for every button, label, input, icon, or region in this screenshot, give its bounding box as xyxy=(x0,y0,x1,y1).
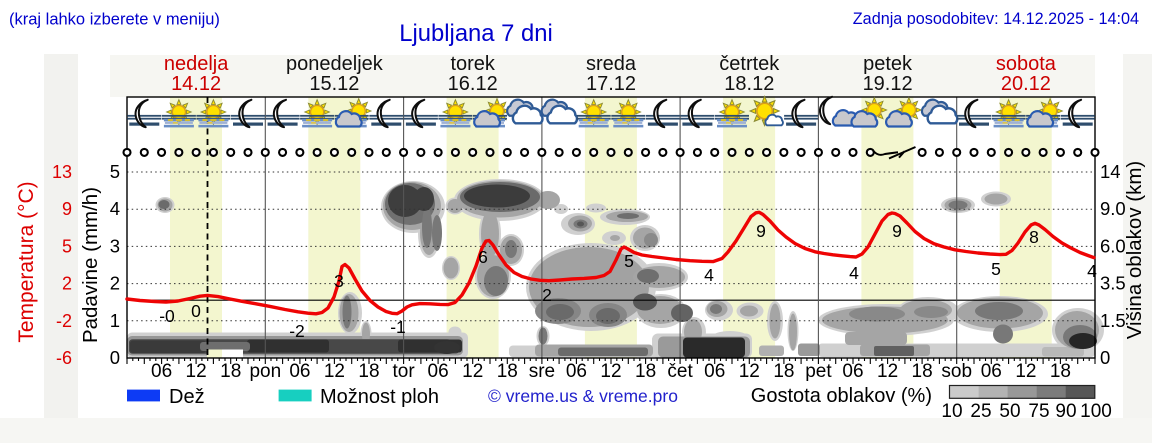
svg-text:06: 06 xyxy=(151,361,172,382)
svg-text:17.12: 17.12 xyxy=(586,73,636,95)
svg-text:4: 4 xyxy=(704,265,714,285)
svg-text:nedelja: nedelja xyxy=(164,53,229,75)
svg-text:Dež: Dež xyxy=(169,386,205,408)
svg-text:12: 12 xyxy=(186,361,207,382)
svg-text:5: 5 xyxy=(624,251,634,271)
svg-text:9: 9 xyxy=(62,199,72,219)
svg-text:75: 75 xyxy=(1028,401,1049,422)
svg-text:14.12: 14.12 xyxy=(171,73,221,95)
svg-text:90: 90 xyxy=(1055,401,1076,422)
svg-text:tor: tor xyxy=(393,361,416,382)
svg-text:5: 5 xyxy=(110,161,120,182)
svg-text:Možnost ploh: Možnost ploh xyxy=(320,386,439,408)
svg-text:čet: čet xyxy=(667,361,693,382)
svg-text:20.12: 20.12 xyxy=(1001,73,1051,95)
svg-text:Gostota oblakov (%): Gostota oblakov (%) xyxy=(751,385,932,407)
svg-text:sreda: sreda xyxy=(586,53,637,75)
svg-text:06: 06 xyxy=(704,361,725,382)
svg-text:3: 3 xyxy=(110,235,120,256)
svg-text:18: 18 xyxy=(358,361,379,382)
svg-text:Višina oblakov (km): Višina oblakov (km) xyxy=(1123,161,1146,340)
svg-text:10: 10 xyxy=(941,401,962,422)
svg-text:4: 4 xyxy=(1087,261,1097,281)
svg-text:12: 12 xyxy=(739,361,760,382)
svg-text:sob: sob xyxy=(941,361,972,382)
svg-text:16.12: 16.12 xyxy=(448,73,498,95)
svg-text:06: 06 xyxy=(842,361,863,382)
svg-text:3: 3 xyxy=(334,271,344,291)
svg-text:2: 2 xyxy=(542,285,552,305)
svg-text:12: 12 xyxy=(877,361,898,382)
svg-text:12: 12 xyxy=(324,361,345,382)
svg-text:2: 2 xyxy=(110,273,120,294)
svg-text:pet: pet xyxy=(805,361,832,382)
svg-text:19.12: 19.12 xyxy=(863,73,913,95)
svg-text:petek: petek xyxy=(863,53,913,75)
svg-text:0: 0 xyxy=(191,301,201,321)
svg-text:8: 8 xyxy=(1029,227,1039,247)
svg-text:9.0: 9.0 xyxy=(1100,198,1126,219)
svg-text:13: 13 xyxy=(52,162,72,182)
svg-text:sre: sre xyxy=(529,361,555,382)
svg-text:18: 18 xyxy=(1050,361,1071,382)
svg-text:6.0: 6.0 xyxy=(1100,235,1126,256)
svg-text:sobota: sobota xyxy=(996,53,1057,75)
svg-text:18: 18 xyxy=(912,361,933,382)
svg-text:12: 12 xyxy=(1015,361,1036,382)
svg-text:torek: torek xyxy=(450,53,495,75)
svg-text:15.12: 15.12 xyxy=(309,73,359,95)
svg-text:06: 06 xyxy=(981,361,1002,382)
svg-text:-2: -2 xyxy=(289,321,305,341)
svg-text:12: 12 xyxy=(462,361,483,382)
svg-text:pon: pon xyxy=(249,361,281,382)
svg-text:Zadnja posodobitev: 14.12.2025: Zadnja posodobitev: 14.12.2025 - 14:04 xyxy=(853,10,1139,28)
svg-text:100: 100 xyxy=(1080,401,1112,422)
svg-text:06: 06 xyxy=(289,361,310,382)
svg-text:18.12: 18.12 xyxy=(724,73,774,95)
svg-text:12: 12 xyxy=(600,361,621,382)
svg-text:6: 6 xyxy=(478,247,488,267)
svg-text:4: 4 xyxy=(110,198,120,219)
svg-text:© vreme.us & vreme.pro: © vreme.us & vreme.pro xyxy=(488,386,678,406)
svg-text:(kraj lahko izberete v meniju): (kraj lahko izberete v meniju) xyxy=(9,11,220,29)
svg-text:9: 9 xyxy=(756,221,766,241)
svg-text:Padavine (mm/h): Padavine (mm/h) xyxy=(79,187,102,343)
svg-text:06: 06 xyxy=(566,361,587,382)
svg-text:5: 5 xyxy=(991,259,1001,279)
svg-text:50: 50 xyxy=(999,401,1020,422)
svg-text:-1: -1 xyxy=(390,317,406,337)
svg-text:0: 0 xyxy=(110,347,120,368)
svg-text:1: 1 xyxy=(110,310,120,331)
svg-text:četrtek: četrtek xyxy=(719,53,780,75)
svg-text:18: 18 xyxy=(497,361,518,382)
svg-text:-6: -6 xyxy=(56,348,72,368)
svg-text:4: 4 xyxy=(849,263,859,283)
svg-text:14: 14 xyxy=(1100,161,1121,182)
svg-text:-0: -0 xyxy=(159,306,175,326)
svg-text:06: 06 xyxy=(428,361,449,382)
svg-text:1.5: 1.5 xyxy=(1100,310,1126,331)
svg-text:0: 0 xyxy=(1100,347,1110,368)
svg-text:Ljubljana 7 dni: Ljubljana 7 dni xyxy=(399,20,552,47)
svg-text:5: 5 xyxy=(62,236,72,256)
svg-text:18: 18 xyxy=(635,361,656,382)
svg-text:18: 18 xyxy=(220,361,241,382)
svg-text:-2: -2 xyxy=(56,311,72,331)
svg-text:3.5: 3.5 xyxy=(1100,273,1126,294)
svg-text:25: 25 xyxy=(970,401,991,422)
svg-text:18: 18 xyxy=(773,361,794,382)
svg-text:Temperatura (°C): Temperatura (°C) xyxy=(15,181,38,342)
svg-text:9: 9 xyxy=(892,221,902,241)
svg-text:ponedeljek: ponedeljek xyxy=(286,53,384,75)
svg-text:2: 2 xyxy=(62,274,72,294)
